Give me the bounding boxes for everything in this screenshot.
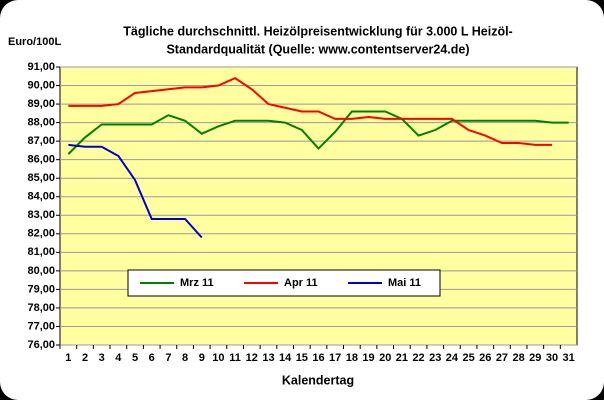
series-line	[68, 76, 552, 146]
x-tick-label: 5	[132, 352, 138, 364]
y-tick-label: 88,00	[27, 117, 55, 129]
x-tick-label: 10	[212, 352, 224, 364]
y-tick-label: 80,00	[27, 265, 55, 277]
x-tick-label: 6	[149, 352, 155, 364]
x-tick-label: 27	[496, 352, 508, 364]
y-tick-label: 90,00	[27, 79, 55, 91]
x-tick-label: 7	[165, 352, 171, 364]
x-tick-label: 15	[296, 352, 308, 364]
y-tick-label: 77,00	[27, 320, 55, 332]
x-tick-label: 8	[182, 352, 188, 364]
x-tick-label: 17	[329, 352, 341, 364]
x-tick-label: 23	[429, 352, 441, 364]
y-tick-label: 83,00	[27, 209, 55, 221]
legend-label: Mai 11	[388, 277, 421, 289]
x-tick-label: 11	[229, 352, 241, 364]
x-tick-label: 9	[199, 352, 205, 364]
x-tick-label: 14	[279, 352, 292, 364]
y-tick-label: 84,00	[27, 191, 55, 203]
x-tick-label: 21	[396, 352, 408, 364]
plot-area	[59, 66, 578, 346]
x-tick-label: 29	[529, 352, 541, 364]
x-tick-label: 18	[346, 352, 358, 364]
x-tick-label: 25	[462, 352, 474, 364]
x-tick-label: 22	[412, 352, 424, 364]
x-tick-label: 3	[99, 352, 105, 364]
x-tick-label: 20	[379, 352, 391, 364]
x-tick-label: 28	[513, 352, 525, 364]
x-tick-label: 1	[65, 352, 71, 364]
legend-label: Apr 11	[284, 277, 318, 289]
chart-title: Tägliche durchschnittl. Heizölpreisentwi…	[123, 24, 512, 38]
y-tick-label: 81,00	[27, 246, 55, 258]
y-tick-label: 78,00	[27, 302, 55, 314]
x-tick-label: 16	[312, 352, 324, 364]
x-axis-label: Kalendertag	[282, 373, 354, 387]
x-tick-label: 4	[115, 352, 122, 364]
y-tick-label: 79,00	[27, 283, 55, 295]
x-tick-label: 30	[546, 352, 558, 364]
chart-title: Standardqualität (Quelle: www.contentser…	[166, 42, 469, 56]
x-tick-label: 26	[479, 352, 491, 364]
x-tick-label: 2	[82, 352, 88, 364]
x-tick-label: 13	[262, 352, 274, 364]
x-tick-label: 12	[246, 352, 258, 364]
y-tick-label: 87,00	[27, 135, 55, 147]
y-tick-label: 82,00	[27, 228, 55, 240]
y-tick-label: 89,00	[27, 98, 55, 110]
y-tick-label: 86,00	[27, 154, 55, 166]
y-tick-label: 85,00	[27, 172, 55, 184]
series-line	[67, 110, 569, 155]
y-tick-label: 76,00	[27, 339, 55, 351]
legend	[127, 269, 441, 297]
x-tick-label: 31	[563, 352, 575, 364]
y-axis-label: Euro/100L	[8, 36, 61, 48]
legend-label: Mrz 11	[180, 277, 214, 289]
series-line	[68, 143, 203, 239]
x-tick-label: 19	[362, 352, 374, 364]
x-tick-label: 24	[446, 352, 459, 364]
y-tick-label: 91,00	[27, 61, 55, 73]
